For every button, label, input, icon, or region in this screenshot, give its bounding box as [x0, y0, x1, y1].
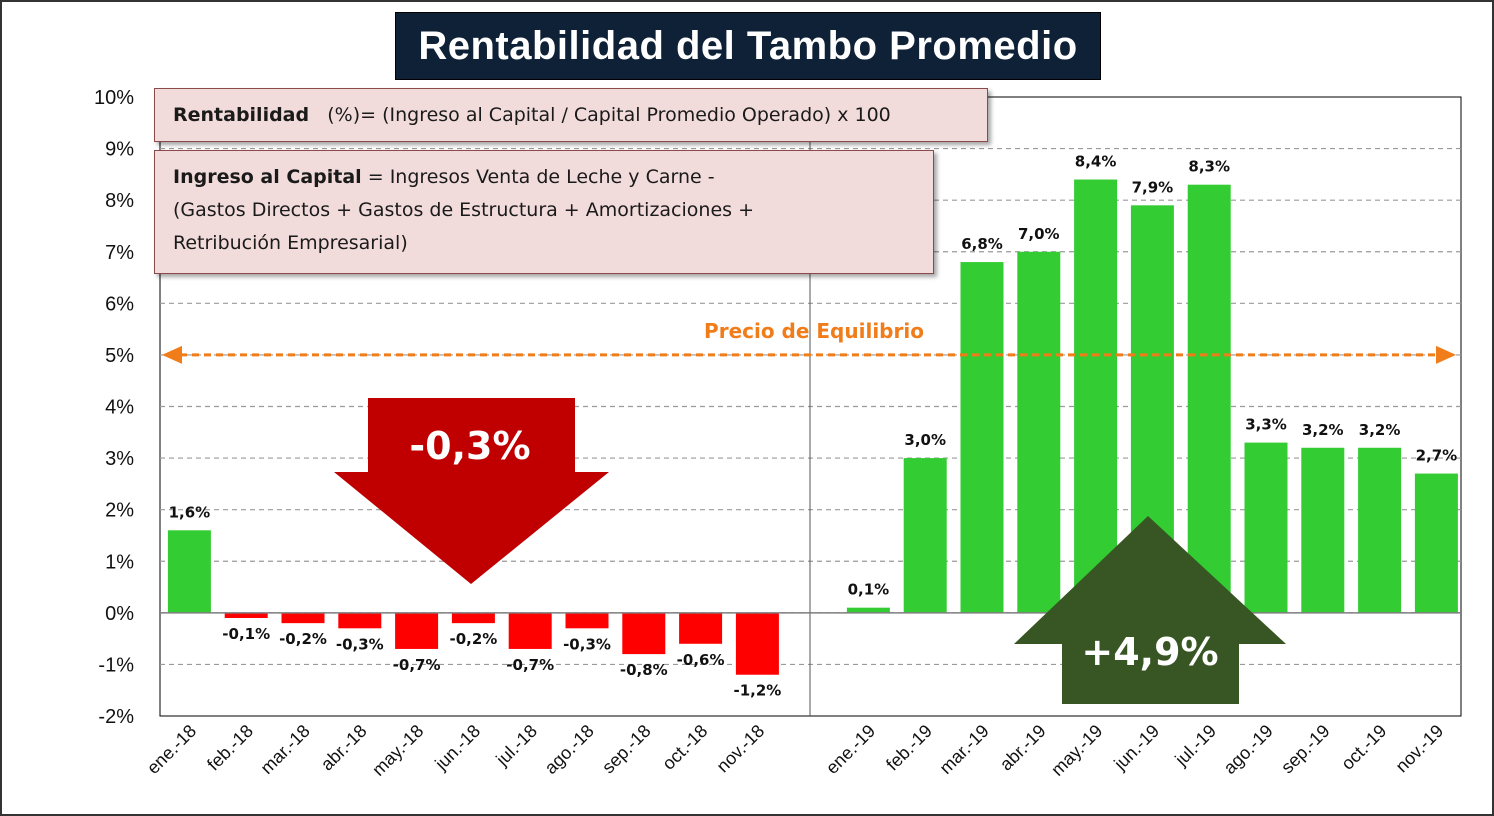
income-bold-label: Ingreso al Capital — [173, 166, 362, 188]
data-label: 8,3% — [1188, 158, 1230, 176]
data-label: -0,2% — [449, 630, 497, 648]
data-label: 0,1% — [848, 581, 890, 599]
x-tick-label: oct.-19 — [1337, 721, 1390, 774]
y-tick-label: 2% — [105, 500, 134, 522]
y-tick-label: 7% — [105, 242, 134, 264]
data-label: 8,4% — [1075, 153, 1117, 171]
equilibrium-arrow-left — [162, 345, 182, 364]
bar — [679, 612, 723, 644]
formula-note: Rentabilidad (%)= (Ingreso al Capital / … — [154, 88, 988, 142]
bar — [1187, 184, 1231, 613]
income-line-2: (Gastos Directos + Gastos de Estructura … — [173, 199, 754, 221]
y-tick-label: 3% — [105, 448, 134, 470]
data-label: 2,7% — [1416, 447, 1458, 465]
bar — [1301, 447, 1345, 613]
bar — [451, 612, 495, 624]
data-label: -0,1% — [222, 625, 270, 643]
chart-title-box: Rentabilidad del Tambo Promedio — [395, 12, 1101, 80]
data-label: 3,2% — [1359, 421, 1401, 439]
x-tick-label: jun.-19 — [1109, 721, 1163, 775]
y-tick-label: 6% — [105, 293, 134, 315]
data-label: 7,9% — [1132, 178, 1174, 196]
x-tick-label: nov.-18 — [713, 721, 769, 777]
formula-text: (%)= (Ingreso al Capital / Capital Prome… — [327, 104, 891, 126]
data-label: -0,6% — [677, 651, 725, 669]
data-label: -0,3% — [336, 635, 384, 653]
data-label: -1,2% — [733, 682, 781, 700]
data-label: -0,7% — [506, 656, 554, 674]
bar — [960, 262, 1004, 613]
bar — [167, 530, 211, 613]
data-label: 3,3% — [1245, 416, 1287, 434]
down-arrow-shape — [334, 398, 609, 584]
x-tick-label: abr.-18 — [317, 721, 371, 775]
bar — [1017, 251, 1061, 613]
x-tick-label: ago.-18 — [541, 721, 598, 778]
income-definition-note: Ingreso al Capital = Ingresos Venta de L… — [154, 150, 934, 274]
x-tick-label: ene.-19 — [822, 721, 879, 778]
data-label: -0,2% — [279, 630, 327, 648]
x-tick-label: jul.-18 — [492, 721, 542, 771]
data-label: 7,0% — [1018, 225, 1060, 243]
x-tick-label: feb.-18 — [203, 721, 257, 775]
data-label: -0,3% — [563, 635, 611, 653]
x-tick-label: jul.-19 — [1171, 721, 1221, 771]
bar — [1414, 473, 1458, 613]
equilibrium-arrow-right — [1436, 345, 1456, 364]
x-tick-label: sep.-19 — [1277, 721, 1334, 778]
bar — [1244, 442, 1288, 613]
chart-title: Rentabilidad del Tambo Promedio — [418, 23, 1078, 68]
bar — [622, 612, 666, 655]
data-label: -0,7% — [393, 656, 441, 674]
y-tick-label: 0% — [105, 603, 134, 625]
bar — [1074, 179, 1118, 613]
x-tick-label: jun.-18 — [430, 721, 484, 775]
x-tick-label: oct.-18 — [658, 721, 711, 774]
y-tick-label: 4% — [105, 397, 134, 419]
x-tick-label: feb.-19 — [882, 721, 936, 775]
data-label: 1,6% — [169, 503, 211, 521]
x-tick-label: abr.-19 — [996, 721, 1050, 775]
bar — [224, 612, 268, 618]
up-arrow-label: +4,9% — [1081, 630, 1219, 674]
bar — [281, 612, 325, 624]
down-arrow-label: -0,3% — [409, 424, 531, 468]
up-arrow-shape — [1014, 516, 1286, 704]
data-label: 6,8% — [961, 235, 1003, 253]
y-tick-label: -1% — [98, 654, 134, 676]
data-label: -0,8% — [620, 661, 668, 679]
bar — [903, 458, 947, 613]
y-tick-label: 8% — [105, 190, 134, 212]
x-tick-label: ene.-18 — [143, 721, 200, 778]
x-tick-label: nov.-19 — [1392, 721, 1448, 777]
bar — [395, 612, 439, 649]
income-line-3: Retribución Empresarial) — [173, 232, 408, 254]
x-tick-label: mar.-19 — [936, 721, 993, 778]
equilibrium-label: Precio de Equilibrio — [704, 319, 924, 343]
data-label: 3,2% — [1302, 421, 1344, 439]
bar — [565, 612, 609, 629]
y-tick-label: 1% — [105, 551, 134, 573]
y-tick-label: 9% — [105, 139, 134, 161]
income-line-1: = Ingresos Venta de Leche y Carne - — [367, 166, 715, 188]
y-tick-label: 10% — [94, 87, 134, 109]
y-tick-label: -2% — [98, 706, 134, 728]
x-tick-label: sep.-18 — [598, 721, 655, 778]
bar — [508, 612, 552, 649]
bar — [1358, 447, 1402, 613]
data-label: 3,0% — [904, 431, 946, 449]
bar — [846, 607, 890, 613]
formula-bold-label: Rentabilidad — [173, 104, 310, 126]
x-tick-label: ago.-19 — [1220, 721, 1277, 778]
bar — [338, 612, 382, 629]
x-tick-label: may.-19 — [1047, 721, 1106, 780]
bar — [735, 612, 779, 675]
x-tick-label: mar.-18 — [257, 721, 314, 778]
x-tick-label: may.-18 — [368, 721, 427, 780]
y-tick-label: 5% — [105, 345, 134, 367]
